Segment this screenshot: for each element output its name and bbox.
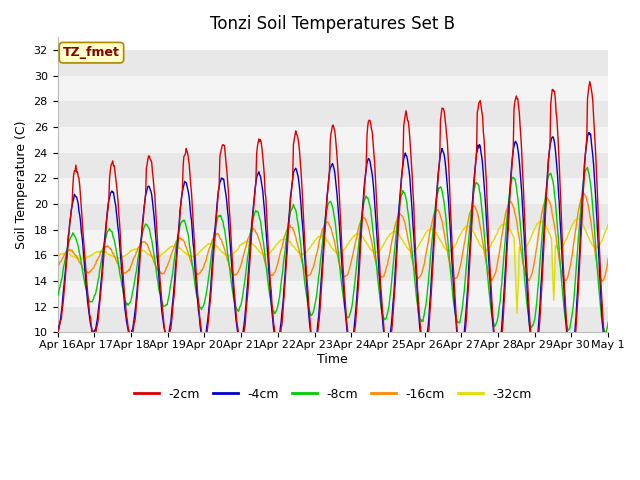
- Bar: [58, 179, 608, 204]
- Title: Tonzi Soil Temperatures Set B: Tonzi Soil Temperatures Set B: [211, 15, 455, 33]
- Bar: [58, 101, 608, 127]
- Bar: [58, 255, 608, 281]
- Bar: [58, 50, 608, 76]
- X-axis label: Time: Time: [317, 353, 348, 366]
- Bar: [58, 230, 608, 255]
- Y-axis label: Soil Temperature (C): Soil Temperature (C): [15, 120, 28, 249]
- Bar: [58, 307, 608, 332]
- Bar: [58, 281, 608, 307]
- Bar: [58, 204, 608, 230]
- Bar: [58, 76, 608, 101]
- Bar: [58, 127, 608, 153]
- Legend: -2cm, -4cm, -8cm, -16cm, -32cm: -2cm, -4cm, -8cm, -16cm, -32cm: [129, 383, 537, 406]
- Text: TZ_fmet: TZ_fmet: [63, 46, 120, 59]
- Bar: [58, 153, 608, 179]
